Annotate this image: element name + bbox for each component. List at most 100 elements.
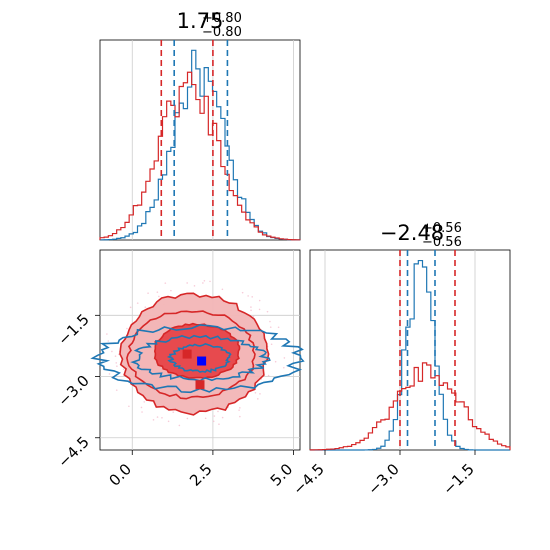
hist-y-x-tick-label: −4.5 — [289, 460, 327, 498]
joint-blue-contour — [166, 343, 232, 374]
joint-sample-dot — [128, 405, 130, 408]
joint-sample-dot — [111, 350, 113, 353]
joint-sample-dot — [144, 306, 147, 308]
hist-y-title: −2.48 — [380, 221, 444, 245]
joint-sample-dot — [186, 282, 188, 284]
joint-sample-dot — [258, 308, 261, 311]
hist-y-axes — [309, 249, 511, 451]
hist-x-series — [99, 49, 301, 241]
joint-y-tick-label: −1.5 — [54, 310, 92, 348]
hist-y-quantile-lines — [399, 250, 456, 450]
joint-sample-dot — [239, 415, 241, 418]
joint-sample-dot — [143, 401, 146, 403]
hist-y-title-median: −2.48 — [380, 221, 444, 245]
joint-sample-dot — [251, 296, 254, 298]
hist-y-panel: −4.5 −3.0 −1.5 −2.48 +0.56 −0.56 — [289, 221, 511, 499]
joint-panel: 0.0 2.5 5.0 −4.5−3.0−1.5 — [54, 249, 305, 490]
joint-sample-dot — [239, 407, 241, 409]
joint-sample-dot — [274, 360, 277, 363]
joint-y-ticks: −4.5 −3.0 −1.5 — [54, 310, 100, 471]
hist-x-quantile-lines — [160, 40, 229, 240]
joint-markers — [182, 349, 207, 390]
joint-blue-contour — [130, 334, 271, 382]
joint-sample-dot — [106, 333, 108, 335]
joint-sample-dot — [156, 416, 159, 418]
joint-x-tick-label: 0.0 — [105, 460, 135, 490]
hist-x-series-red — [99, 71, 301, 241]
joint-sample-dot — [193, 285, 196, 287]
joint-sample-dot — [115, 362, 118, 364]
joint-sample-dot — [161, 416, 163, 419]
joint-sample-dot — [156, 291, 159, 293]
hist-x-title-minus: −0.80 — [202, 25, 242, 40]
joint-sample-dot — [136, 302, 139, 304]
joint-sample-dot — [115, 389, 118, 391]
joint-x-ticks: 0.0 2.5 5.0 — [105, 450, 296, 490]
hist-y-x-ticks: −4.5 −3.0 −1.5 — [289, 450, 478, 499]
hist-y-title-minus: −0.56 — [422, 235, 462, 250]
joint-sample-dot — [221, 416, 224, 419]
joint-sample-dot — [164, 282, 167, 284]
joint-sample-dot — [257, 398, 259, 400]
joint-sample-dot — [203, 279, 206, 282]
joint-sample-dot — [152, 419, 155, 421]
joint-sample-dot — [213, 415, 216, 417]
joint-sample-dot — [209, 280, 211, 283]
joint-marker — [182, 349, 192, 359]
joint-sample-dot — [270, 343, 273, 346]
joint-x-tick-label: 2.5 — [186, 460, 216, 490]
joint-sample-dot — [167, 420, 170, 423]
joint-sample-dot — [283, 366, 285, 369]
joint-sample-dot — [218, 423, 220, 426]
joint-sample-dot — [269, 320, 271, 323]
joint-sample-dot — [116, 365, 118, 367]
joint-sample-dot — [107, 340, 110, 342]
joint-sample-dot — [283, 357, 286, 359]
joint-sample-dot — [141, 411, 143, 413]
joint-sample-dot — [266, 310, 269, 313]
joint-sample-dot — [217, 410, 219, 413]
hist-y-series — [309, 259, 511, 451]
joint-sample-dot — [114, 355, 117, 357]
joint-sample-dot — [267, 374, 270, 377]
joint-sample-dot — [241, 291, 244, 294]
joint-sample-dot — [277, 326, 280, 329]
joint-sample-dot — [178, 424, 181, 427]
joint-sample-dot — [252, 315, 255, 318]
joint-sample-dot — [221, 288, 224, 291]
hist-x-panel: 1.75 +0.80 −0.80 — [99, 9, 301, 241]
joint-sample-dot — [254, 391, 257, 394]
joint-sample-dot — [202, 282, 204, 284]
joint-sample-dot — [204, 417, 207, 420]
joint-sample-dot — [126, 327, 128, 330]
joint-sample-dot — [170, 289, 172, 292]
joint-sample-dot — [186, 417, 189, 420]
joint-blue-contours — [90, 324, 305, 394]
joint-sample-dot — [122, 368, 125, 371]
joint-sample-dot — [238, 409, 240, 411]
joint-marker — [197, 356, 207, 366]
hist-y-title-plus: +0.56 — [422, 221, 462, 236]
joint-sample-dot — [250, 306, 252, 308]
joint-sample-dot — [247, 295, 249, 297]
joint-sample-dot — [258, 299, 261, 302]
joint-sample-dot — [140, 406, 143, 409]
joint-blue-contour — [90, 324, 305, 394]
hist-x-title: 1.75 — [177, 9, 224, 33]
joint-sample-dot — [147, 292, 149, 294]
hist-y-x-tick-label: −1.5 — [439, 460, 477, 498]
joint-marker — [195, 380, 205, 390]
hist-y-x-tick-label: −3.0 — [364, 460, 402, 498]
hist-y-series-blue — [310, 259, 510, 451]
joint-sample-dot — [250, 309, 252, 312]
joint-y-tick-label: −4.5 — [54, 433, 92, 471]
hist-y-series-red — [309, 362, 511, 451]
joint-y-tick-label: −3.0 — [54, 372, 92, 410]
joint-sample-dot — [259, 393, 261, 395]
joint-sample-dot — [172, 411, 175, 413]
hist-x-title-plus: +0.80 — [202, 11, 242, 26]
joint-sample-dot — [269, 326, 272, 328]
joint-sample-dot — [129, 306, 132, 309]
joint-sample-dot — [212, 420, 215, 423]
